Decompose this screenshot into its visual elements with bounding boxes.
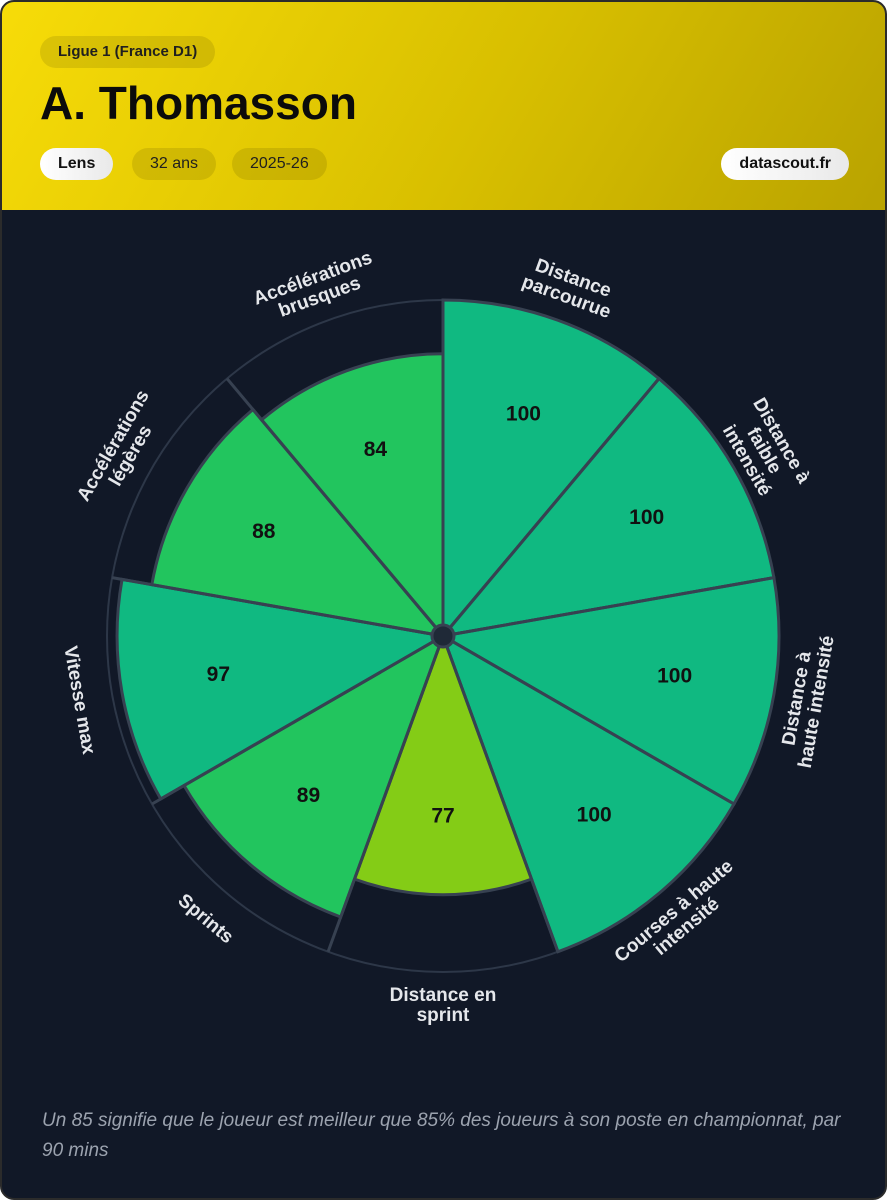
- slice: [438, 575, 781, 807]
- slice: [259, 352, 445, 641]
- value-label: 100: [629, 506, 664, 529]
- center-dot: [430, 623, 456, 649]
- team-pill: Lens: [40, 148, 114, 180]
- value-label: 88: [252, 520, 276, 543]
- divider: [442, 634, 735, 806]
- header: Ligue 1 (France D1) A. Thomasson Lens 32…: [2, 2, 885, 210]
- divider: [442, 576, 775, 638]
- value-label: 89: [297, 784, 320, 807]
- slice: [181, 632, 446, 919]
- divider: [151, 634, 444, 806]
- slice: [150, 407, 447, 639]
- slice: [439, 376, 776, 639]
- value-label: 84: [364, 438, 388, 461]
- category-label: Sprints: [174, 890, 238, 948]
- value-label: 97: [207, 663, 230, 686]
- value-label: 100: [657, 664, 692, 687]
- category-label: sprint: [417, 1005, 470, 1026]
- divider: [441, 377, 661, 637]
- slice: [352, 631, 534, 897]
- divider: [326, 635, 445, 953]
- slice: [440, 632, 737, 954]
- season-pill: 2025-26: [232, 148, 327, 180]
- footnote: Un 85 signifie que le joueur est meilleu…: [42, 1110, 841, 1161]
- league-pill: Ligue 1 (France D1): [40, 36, 216, 68]
- divider: [225, 377, 445, 637]
- player-name: A. Thomasson: [40, 77, 357, 129]
- source-pill: datascout.fr: [721, 148, 849, 180]
- value-label: 100: [577, 804, 612, 827]
- divider: [441, 635, 560, 953]
- slice: [115, 577, 448, 802]
- value-label: 77: [431, 805, 454, 828]
- age-pill: 32 ans: [132, 148, 217, 180]
- value-label: 100: [506, 403, 541, 426]
- category-label: Distance en: [390, 985, 497, 1006]
- category-label: Vitesse max: [59, 644, 99, 756]
- slice: [441, 298, 662, 641]
- divider: [111, 576, 444, 638]
